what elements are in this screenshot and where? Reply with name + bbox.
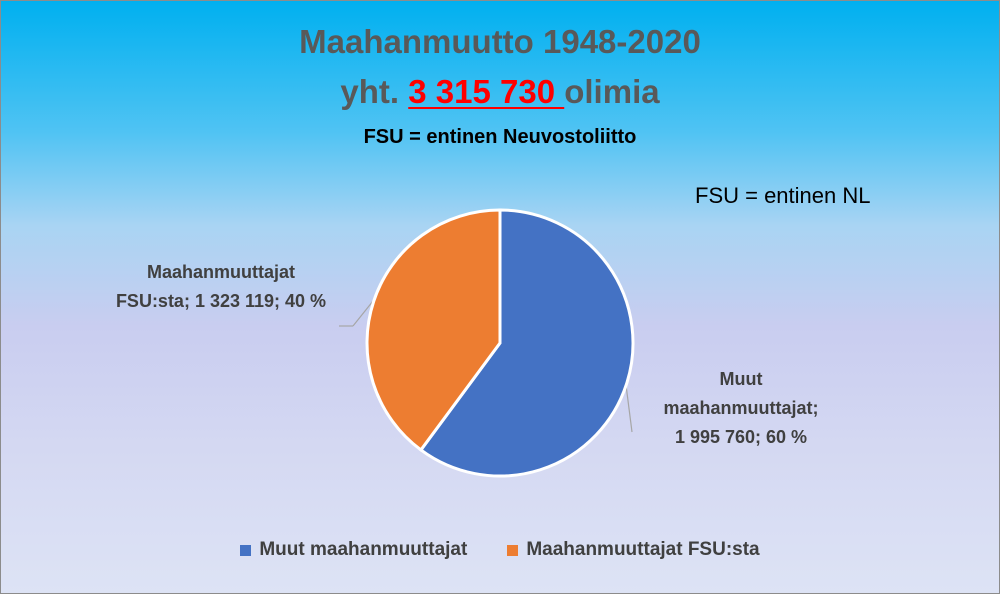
legend-swatch-fsu (507, 544, 519, 556)
data-label-fsu: Maahanmuuttajat FSU:sta; 1 323 119; 40 % (71, 258, 371, 316)
legend-item-muut: Muut maahanmuuttajat (240, 539, 467, 561)
pie-slice-fsu (365, 208, 502, 453)
data-label-fsu-line: Maahanmuuttajat (146, 262, 296, 282)
leader-line-muut (625, 384, 633, 433)
chart-subtitle: yht. 3 315 730 olimia (1, 73, 999, 111)
legend-label-muut: Muut maahanmuuttajat (259, 539, 468, 560)
legend-item-fsu: Maahanmuuttajat FSU:sta (507, 539, 760, 561)
legend-label-fsu: Maahanmuuttajat FSU:sta (526, 539, 760, 560)
chart-legend: Muut maahanmuuttajat Maahanmuuttajat FSU… (1, 539, 999, 561)
legend-swatch-muut (240, 544, 252, 556)
leader-line-fsu-diag (352, 300, 374, 327)
data-label-muut-line: maahanmuuttajat; (663, 398, 819, 418)
data-label-muut: Muut maahanmuuttajat; 1 995 760; 60 % (621, 365, 861, 452)
data-label-muut-line: Muut (719, 369, 763, 389)
data-label-muut-line: 1 995 760; 60 % (674, 427, 808, 447)
fsu-note: FSU = entinen NL (695, 183, 871, 208)
pie-slice-muut (418, 208, 635, 478)
subtitle-prefix: yht. (340, 73, 400, 110)
chart-subtitle-fsu: FSU = entinen Neuvostoliitto (363, 126, 637, 148)
data-label-fsu-line: FSU:sta; 1 323 119; 40 % (115, 291, 327, 311)
subtitle-suffix: olimia (564, 73, 660, 110)
chart-title: Maahanmuutto 1948-2020 (299, 23, 701, 60)
total-count: 3 315 730 (408, 73, 565, 110)
